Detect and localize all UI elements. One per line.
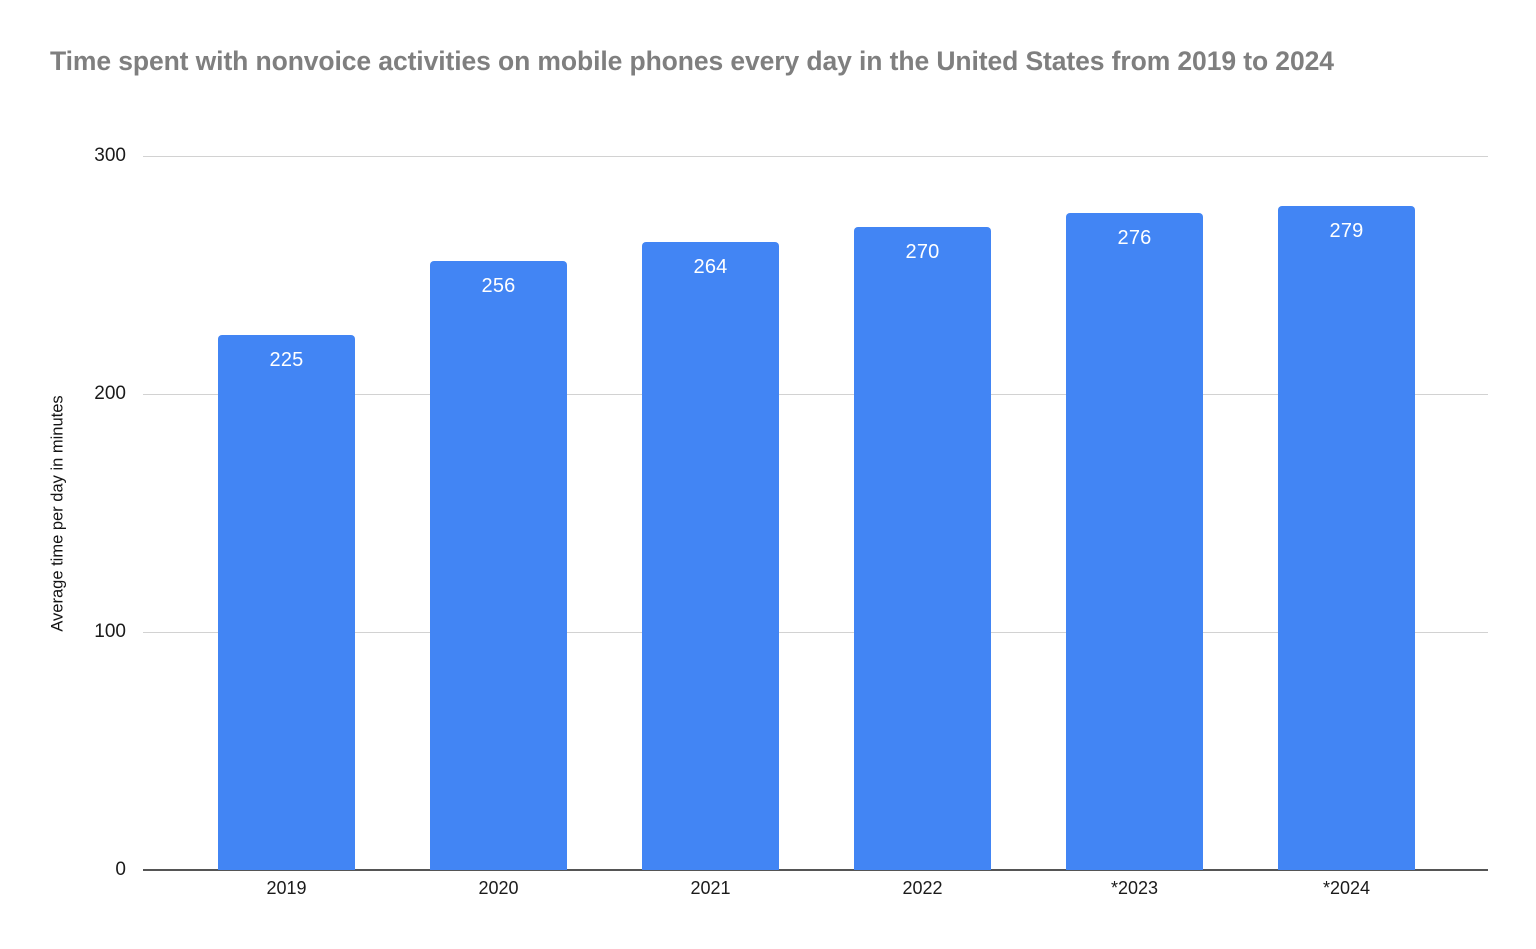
bar-2021[interactable]: 264 (642, 241, 779, 870)
bars-layer: 225 256 264 270 276 (143, 156, 1488, 870)
y-tick-300: 300 (94, 145, 126, 166)
bar-value-2019: 225 (269, 348, 304, 371)
x-tick-2024: *2024 (1322, 878, 1371, 898)
x-tick-2020: 2020 (478, 878, 519, 898)
x-tick-2019: 2019 (266, 878, 307, 898)
x-tick-2022: 2022 (902, 878, 943, 898)
bar-2019[interactable]: 225 (218, 334, 355, 870)
x-tick-2021: 2021 (690, 878, 731, 898)
y-axis-tick-labels: 300 200 100 0 (0, 145, 143, 880)
plot-area: 225 256 264 270 276 (143, 156, 1488, 871)
gridline-200 (143, 394, 1488, 395)
bar-value-2022: 270 (905, 241, 940, 264)
bar-value-2021: 264 (693, 255, 728, 278)
gridline-300 (143, 156, 1488, 157)
bar-value-2020: 256 (481, 274, 516, 297)
y-tick-0: 0 (115, 859, 126, 880)
y-tick-100: 100 (94, 621, 126, 642)
chart-title: Time spent with nonvoice activities on m… (50, 46, 1334, 76)
bar-2023[interactable]: 276 (1066, 213, 1203, 870)
bar-value-2024: 279 (1329, 219, 1364, 242)
bar-value-2023: 276 (1117, 227, 1152, 250)
bar-2022[interactable]: 270 (854, 227, 991, 870)
x-axis-tick-labels: 2019 2020 2021 2022 *2023 *2024 (143, 878, 1488, 918)
bar-2024[interactable]: 279 (1278, 205, 1415, 870)
x-axis-baseline (143, 869, 1488, 871)
x-tick-2023: *2023 (1110, 878, 1159, 898)
gridline-100 (143, 632, 1488, 633)
y-tick-200: 200 (94, 383, 126, 404)
bar-2020[interactable]: 256 (430, 260, 567, 870)
